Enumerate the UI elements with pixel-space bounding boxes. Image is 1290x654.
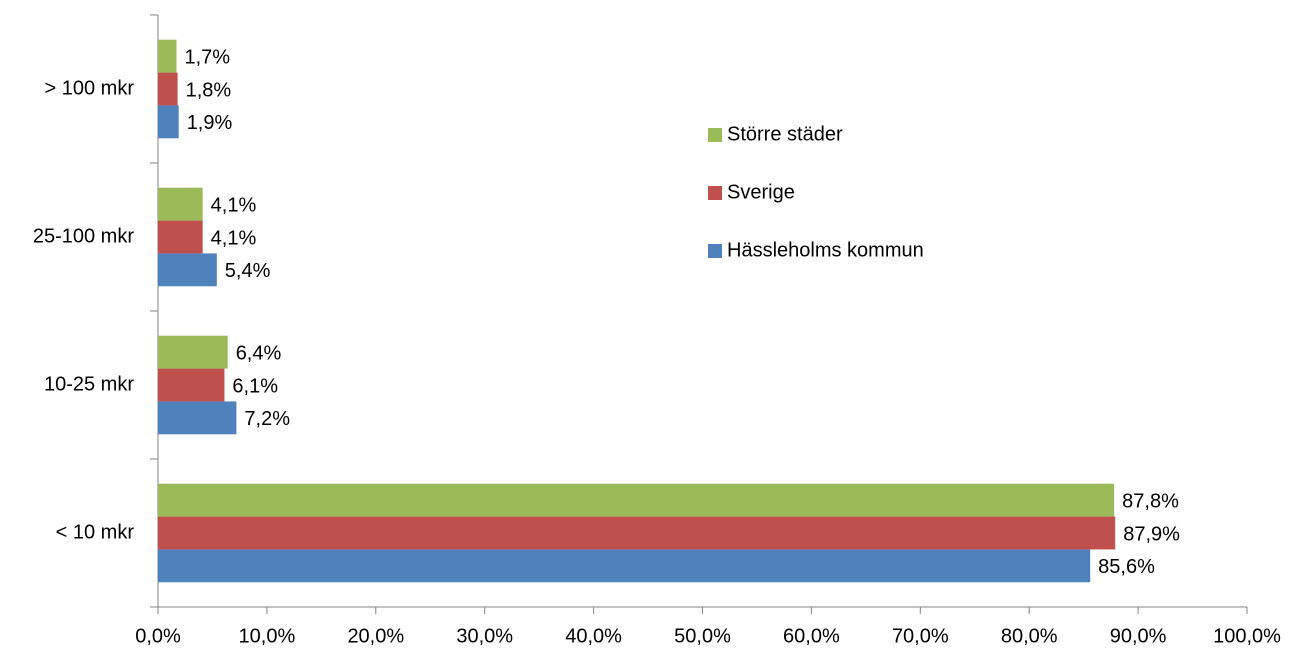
bar	[158, 335, 228, 369]
x-tick-label: 80,0%	[1001, 625, 1058, 647]
value-label: 4,1%	[211, 194, 257, 216]
bar	[158, 516, 1116, 550]
legend-label: Större städer	[727, 123, 843, 145]
value-label: 87,9%	[1123, 523, 1180, 545]
x-tick-label: 0,0%	[135, 625, 181, 647]
bar	[158, 368, 225, 402]
x-tick-label: 70,0%	[892, 625, 949, 647]
legend-swatch	[708, 128, 722, 142]
bar	[158, 253, 217, 287]
value-label: 6,1%	[232, 375, 278, 397]
x-tick-label: 40,0%	[565, 625, 622, 647]
bar	[158, 483, 1115, 517]
value-label: 5,4%	[225, 260, 271, 282]
x-tick-label: 60,0%	[783, 625, 840, 647]
x-tick-label: 20,0%	[347, 625, 404, 647]
x-tick-label: 50,0%	[674, 625, 731, 647]
x-tick-label: 90,0%	[1110, 625, 1167, 647]
bar	[158, 549, 1091, 583]
legend-swatch	[708, 186, 722, 200]
y-tick-label: 10-25 mkr	[44, 373, 134, 395]
x-tick-label: 30,0%	[456, 625, 513, 647]
bar	[158, 220, 203, 254]
value-label: 1,7%	[185, 46, 231, 68]
bar	[158, 72, 178, 106]
value-label: 1,9%	[187, 112, 233, 134]
value-label: 4,1%	[211, 227, 257, 249]
y-tick-label: 25-100 mkr	[33, 225, 134, 247]
x-tick-label: 10,0%	[239, 625, 296, 647]
x-tick-label: 100,0%	[1213, 625, 1281, 647]
legend-swatch	[708, 244, 722, 258]
legend-label: Hässleholms kommun	[727, 239, 924, 261]
y-tick-label: < 10 mkr	[56, 521, 135, 543]
value-label: 7,2%	[244, 408, 290, 430]
value-label: 87,8%	[1122, 490, 1179, 512]
bar	[158, 401, 237, 435]
bar	[158, 187, 203, 221]
value-label: 1,8%	[186, 79, 232, 101]
y-tick-label: > 100 mkr	[45, 77, 135, 99]
bar	[158, 105, 179, 139]
bar	[158, 39, 177, 73]
legend-label: Sverige	[727, 181, 795, 203]
value-label: 85,6%	[1098, 556, 1155, 578]
value-label: 6,4%	[236, 342, 282, 364]
